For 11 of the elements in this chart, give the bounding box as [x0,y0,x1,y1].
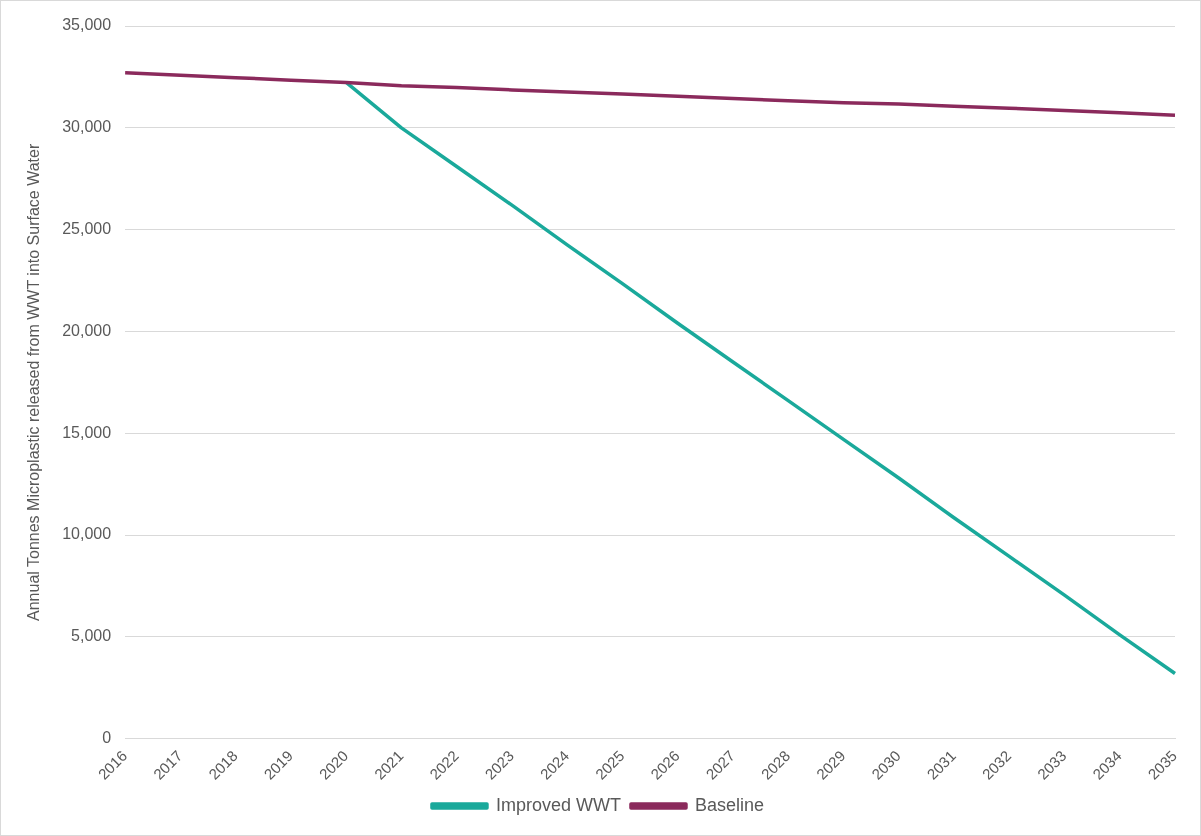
y-tick-label: 35,000 [62,16,112,34]
y-tick-label: 30,000 [62,118,112,136]
y-tick-label: 15,000 [62,423,112,441]
y-axis-title: Annual Tonnes Microplastic released from WWT into Surface Water [25,143,43,621]
y-tick-label: 5,000 [71,627,112,645]
y-tick-label: 25,000 [62,220,112,238]
y-tick-label: 20,000 [62,321,112,339]
y-tick-label: 10,000 [62,525,112,543]
legend-label: Improved WWT [495,794,621,815]
legend-label: Baseline [694,794,765,815]
y-tick-label: 0 [102,729,112,747]
